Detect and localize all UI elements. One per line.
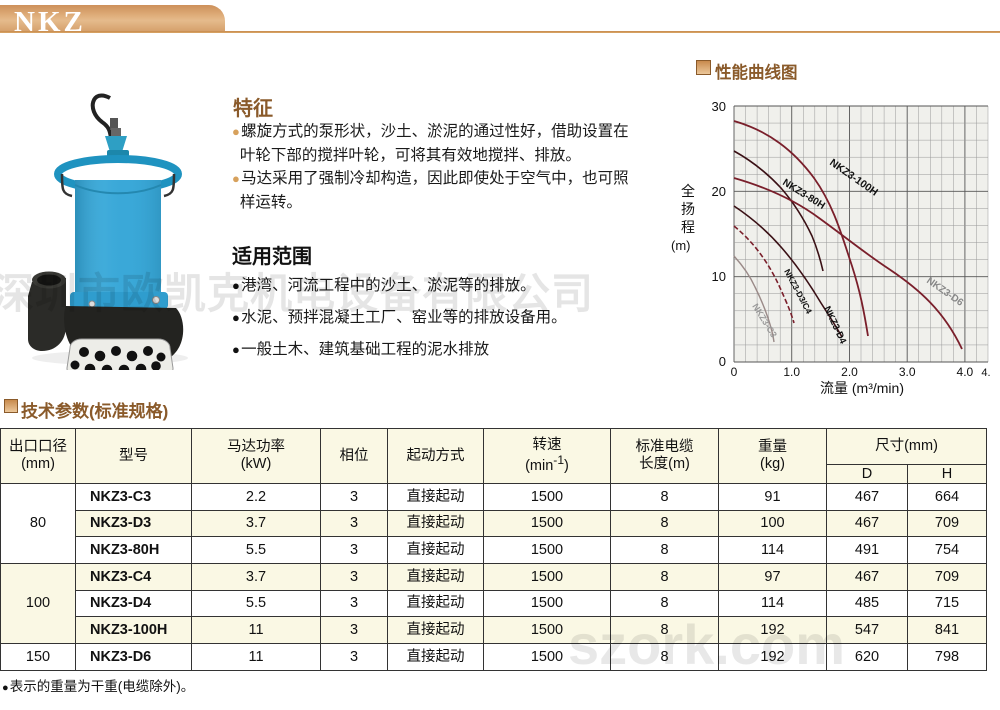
svg-text:0: 0 <box>719 354 726 369</box>
svg-text:2.0: 2.0 <box>841 365 858 379</box>
svg-text:0: 0 <box>731 365 738 379</box>
svg-text:1.0: 1.0 <box>783 365 800 379</box>
svg-text:3.0: 3.0 <box>899 365 916 379</box>
svg-text:4.0: 4.0 <box>957 365 974 379</box>
svg-text:30: 30 <box>712 99 726 114</box>
svg-text:10: 10 <box>712 269 726 284</box>
svg-text:20: 20 <box>712 184 726 199</box>
svg-text:4.: 4. <box>981 367 990 379</box>
